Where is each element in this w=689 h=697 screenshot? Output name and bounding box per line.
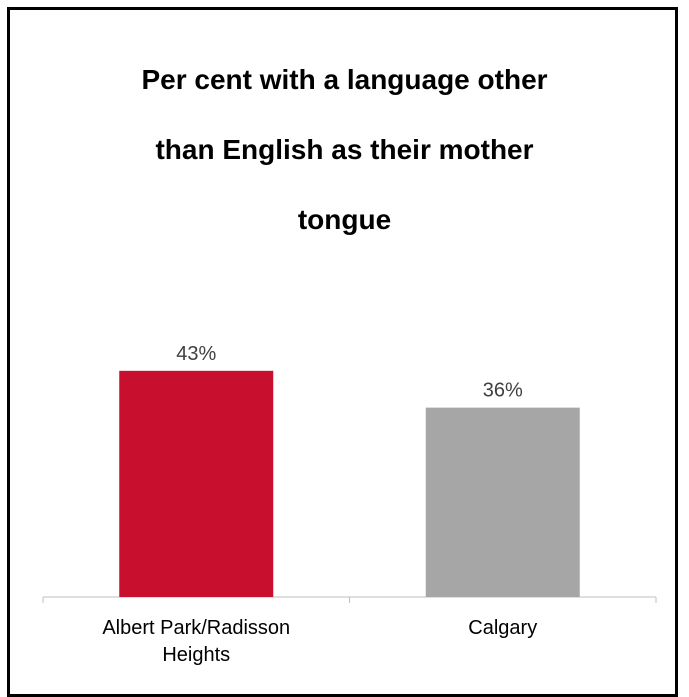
data-label-2: 36% (483, 380, 523, 402)
bar-chart: 43% Albert Park/Radisson Heights 36% Calgary (42, 343, 657, 666)
bar-2 (425, 407, 580, 597)
x-tick-label-1-line-1: Albert Park/Radisson (102, 617, 290, 639)
chart-title-line-3: tongue (297, 204, 392, 235)
data-label-1: 43% (176, 343, 216, 365)
chart-title-line-2: than English as their mother (155, 134, 534, 165)
x-tick-label-2: Calgary (468, 617, 537, 639)
x-tick-label-1-line-2: Heights (162, 644, 230, 666)
bar-1 (119, 370, 274, 597)
chart-title: Per cent with a language other than Engl… (0, 27, 689, 272)
chart-title-line-1: Per cent with a language other (141, 64, 548, 95)
